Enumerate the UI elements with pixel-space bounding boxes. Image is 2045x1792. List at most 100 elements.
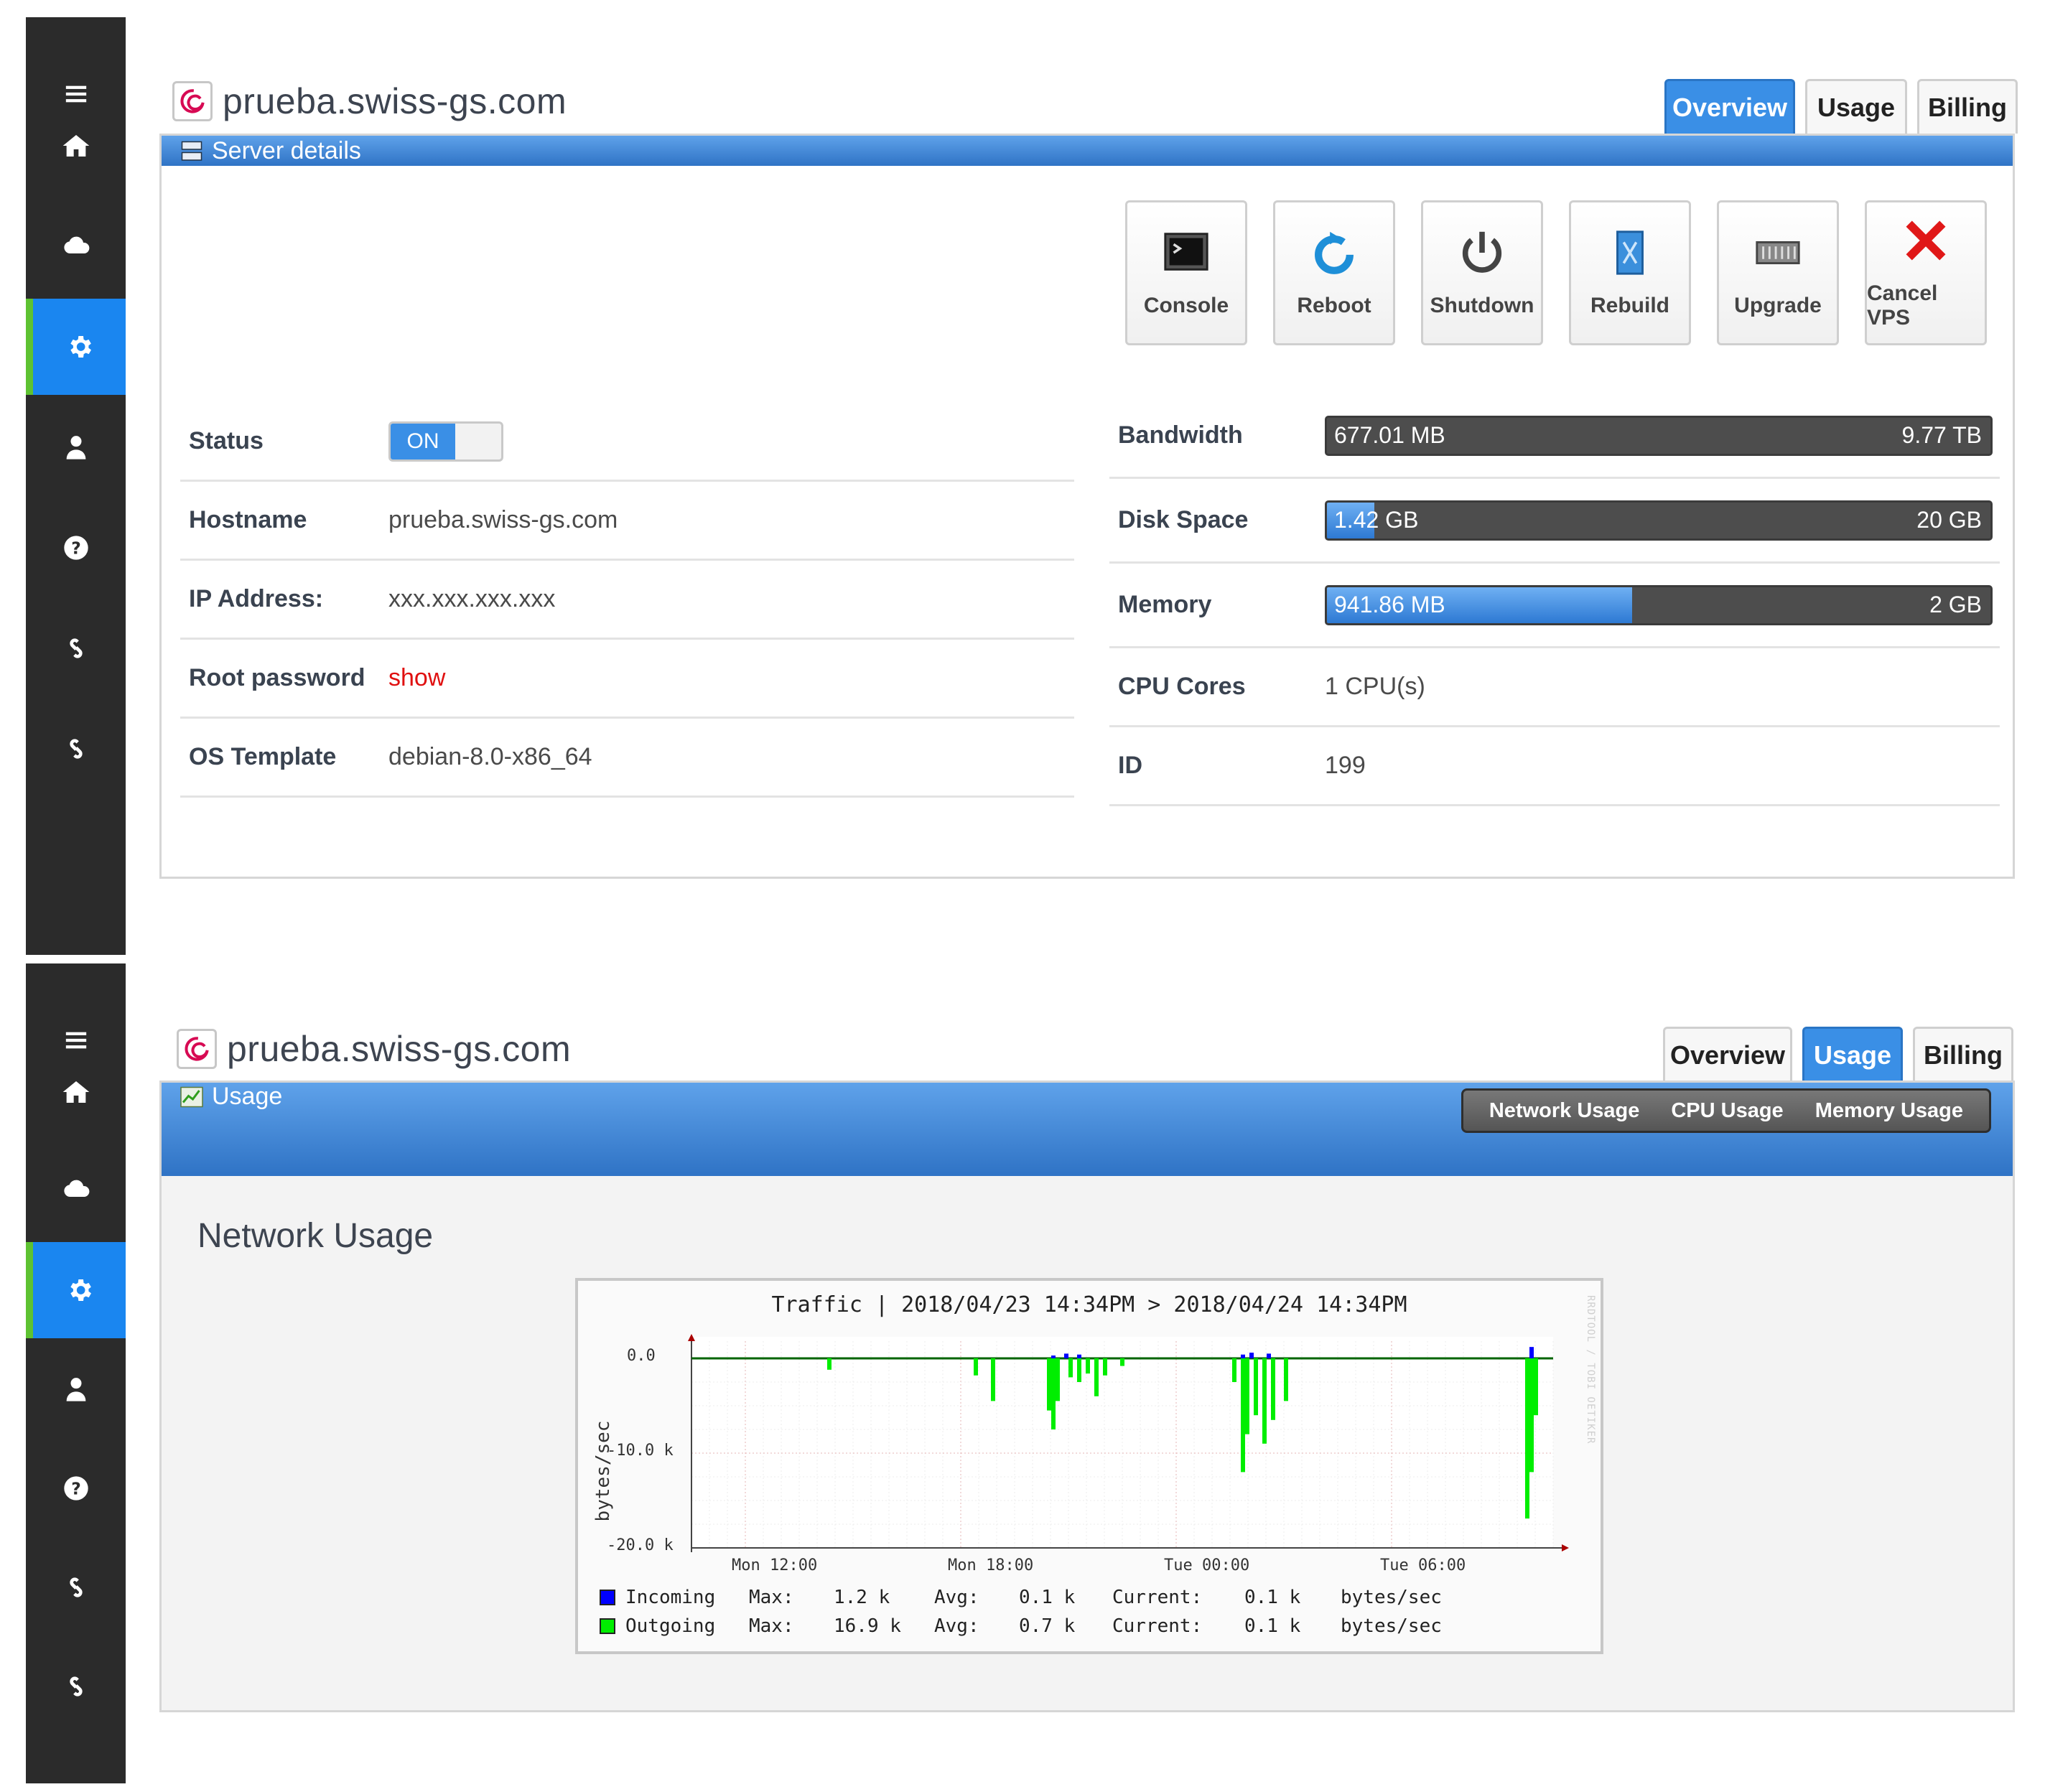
outgoing-bar bbox=[1232, 1358, 1236, 1382]
svg-text:?: ? bbox=[71, 538, 81, 558]
sidebar: ? bbox=[26, 17, 126, 955]
menu-icon[interactable] bbox=[26, 992, 126, 1088]
incoming-bar bbox=[1267, 1353, 1271, 1358]
outgoing-bar bbox=[974, 1358, 978, 1376]
home-icon[interactable] bbox=[26, 98, 126, 194]
help-icon[interactable]: ? bbox=[26, 500, 126, 596]
legend-outgoing: Outgoing Max: 16.9 k Avg: 0.7 k Current:… bbox=[600, 1615, 1442, 1637]
tab-billing[interactable]: Billing bbox=[1917, 79, 2018, 134]
cpu-usage-link[interactable]: CPU Usage bbox=[1671, 1098, 1784, 1122]
memory-usage-link[interactable]: Memory Usage bbox=[1815, 1098, 1963, 1122]
memory-row: Memory 941.86 MB 2 GB bbox=[1109, 564, 2000, 648]
link-icon[interactable] bbox=[26, 701, 126, 797]
tab-overview[interactable]: Overview bbox=[1664, 79, 1795, 134]
server-info-right: Bandwidth 677.01 MB 9.77 TB Disk Space 1… bbox=[1109, 394, 2000, 806]
hostname-row: Hostname prueba.swiss-gs.com bbox=[180, 482, 1074, 561]
home-icon[interactable] bbox=[26, 1044, 126, 1140]
hostname-value: prueba.swiss-gs.com bbox=[388, 506, 618, 533]
link-icon[interactable] bbox=[26, 1539, 126, 1635]
outgoing-bar bbox=[1047, 1358, 1051, 1411]
outgoing-bar bbox=[1051, 1358, 1056, 1429]
cancel-vps-button[interactable]: Cancel VPS bbox=[1865, 200, 1987, 345]
chart-title: Traffic | 2018/04/23 14:34PM > 2018/04/2… bbox=[771, 1292, 1407, 1317]
usage-subnav: Network Usage CPU Usage Memory Usage bbox=[1461, 1088, 1991, 1133]
help-icon[interactable]: ? bbox=[26, 1440, 126, 1536]
section-header: Usage Network Usage CPU Usage Memory Usa… bbox=[162, 1083, 2013, 1176]
server-title: prueba.swiss-gs.com bbox=[177, 1028, 571, 1070]
status-toggle[interactable]: ON bbox=[388, 421, 503, 462]
outgoing-bar bbox=[1284, 1358, 1288, 1401]
incoming-bar bbox=[1529, 1347, 1534, 1358]
outgoing-bar bbox=[1534, 1358, 1538, 1416]
svg-text:?: ? bbox=[71, 1478, 81, 1498]
cpu-cores-value: 1 CPU(s) bbox=[1325, 673, 1425, 700]
sidebar: ? bbox=[26, 963, 126, 1783]
traffic-graph: Traffic | 2018/04/23 14:34PM > 2018/04/2… bbox=[575, 1278, 1603, 1654]
user-icon[interactable] bbox=[26, 1341, 126, 1437]
y-tick-label: 0.0 bbox=[627, 1347, 656, 1365]
section-label: Usage bbox=[212, 1083, 283, 1110]
page-title: prueba.swiss-gs.com bbox=[227, 1029, 572, 1069]
user-icon[interactable] bbox=[26, 399, 126, 495]
debian-logo-icon bbox=[172, 81, 213, 121]
link-icon[interactable] bbox=[26, 600, 126, 696]
os-template-value: debian-8.0-x86_64 bbox=[388, 743, 592, 770]
outgoing-bar bbox=[1241, 1358, 1245, 1473]
tab-bar: Overview Usage Billing bbox=[1663, 1027, 2013, 1081]
upgrade-button[interactable]: Upgrade bbox=[1717, 200, 1839, 345]
power-icon bbox=[1462, 231, 1502, 273]
section-label: Server details bbox=[212, 137, 361, 164]
tab-usage[interactable]: Usage bbox=[1805, 79, 1907, 134]
menu-icon[interactable] bbox=[26, 46, 126, 142]
status-label: Status bbox=[189, 427, 264, 454]
x-axis-arrow bbox=[1562, 1544, 1569, 1551]
reboot-button[interactable]: Reboot bbox=[1273, 200, 1395, 345]
id-value: 199 bbox=[1325, 752, 1366, 779]
outgoing-bar bbox=[991, 1358, 995, 1401]
gear-icon[interactable] bbox=[26, 1242, 126, 1338]
server-info-left: Status ON Hostname prueba.swiss-gs.com I… bbox=[180, 403, 1074, 798]
y-tick-label: -10.0 k bbox=[607, 1442, 674, 1460]
server-details-panel: Server details Console Reboot Shutdown R… bbox=[159, 134, 2015, 879]
show-password-link[interactable]: show bbox=[388, 664, 446, 691]
console-icon bbox=[1164, 233, 1208, 271]
incoming-bar bbox=[1241, 1354, 1245, 1358]
x-tick-label: Tue 00:00 bbox=[1164, 1557, 1250, 1574]
tab-billing[interactable]: Billing bbox=[1913, 1027, 2013, 1081]
outgoing-bar bbox=[1120, 1358, 1124, 1366]
outgoing-bar bbox=[1254, 1358, 1258, 1416]
outgoing-bar bbox=[1103, 1358, 1107, 1376]
x-tick-label: Mon 12:00 bbox=[732, 1557, 818, 1574]
server-icon bbox=[181, 141, 202, 161]
gear-icon[interactable] bbox=[26, 299, 126, 395]
outgoing-bar bbox=[1245, 1358, 1249, 1434]
cpu-cores-row: CPU Cores 1 CPU(s) bbox=[1109, 648, 2000, 727]
os-template-row: OS Template debian-8.0-x86_64 bbox=[180, 719, 1074, 798]
incoming-bar bbox=[1077, 1354, 1081, 1358]
incoming-bar bbox=[1051, 1355, 1056, 1358]
page-title: prueba.swiss-gs.com bbox=[223, 81, 567, 121]
rebuild-icon bbox=[1616, 230, 1644, 275]
debian-logo-icon bbox=[177, 1029, 217, 1069]
outgoing-bar bbox=[1094, 1358, 1099, 1396]
x-tick-label: Tue 06:00 bbox=[1380, 1557, 1466, 1574]
chart-icon bbox=[180, 1086, 203, 1107]
disk-space-bar: 1.42 GB 20 GB bbox=[1325, 500, 1993, 541]
incoming-bar bbox=[1249, 1353, 1254, 1358]
cloud-icon[interactable] bbox=[26, 1142, 126, 1238]
rebuild-button[interactable]: Rebuild bbox=[1569, 200, 1691, 345]
usage-panel: Usage Network Usage CPU Usage Memory Usa… bbox=[159, 1081, 2015, 1712]
root-password-row: Root password show bbox=[180, 640, 1074, 719]
console-button[interactable]: Console bbox=[1125, 200, 1247, 345]
outgoing-bar bbox=[1529, 1358, 1534, 1473]
cloud-icon[interactable] bbox=[26, 198, 126, 294]
tab-usage[interactable]: Usage bbox=[1802, 1027, 1903, 1081]
outgoing-bar bbox=[1086, 1358, 1090, 1374]
outgoing-bar bbox=[1271, 1358, 1275, 1420]
network-usage-link[interactable]: Network Usage bbox=[1489, 1098, 1640, 1122]
tab-overview[interactable]: Overview bbox=[1663, 1027, 1792, 1081]
id-row: ID 199 bbox=[1109, 727, 2000, 806]
link-icon[interactable] bbox=[26, 1638, 126, 1735]
server-title: prueba.swiss-gs.com bbox=[172, 80, 567, 122]
shutdown-button[interactable]: Shutdown bbox=[1421, 200, 1543, 345]
